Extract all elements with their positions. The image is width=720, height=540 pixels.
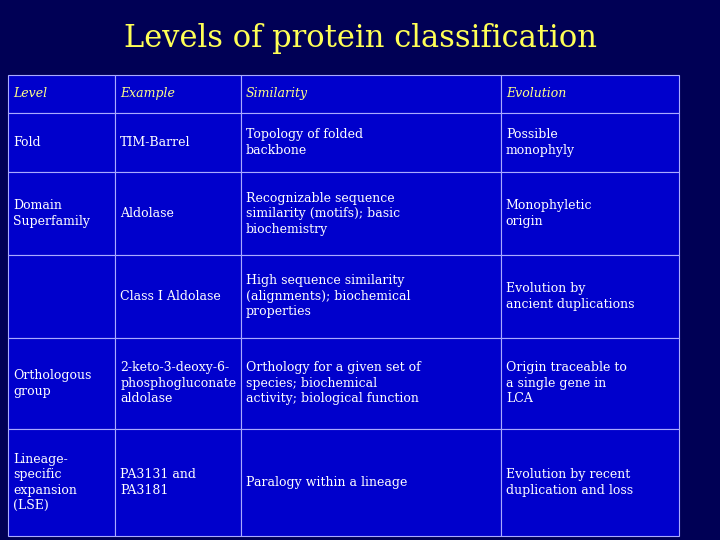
Text: Paralogy within a lineage: Paralogy within a lineage [246,476,408,489]
Bar [8,429,115,536]
Text: TIM-Barrel: TIM-Barrel [120,136,191,149]
Bar [115,429,241,536]
Text: Evolution by
ancient duplications: Evolution by ancient duplications [505,282,634,310]
Bar [115,75,241,113]
Text: Possible
monophyly: Possible monophyly [505,129,575,157]
Bar [115,338,241,429]
Bar [115,255,241,338]
Text: Fold: Fold [13,136,40,149]
Bar [8,113,115,172]
Bar [241,172,501,255]
Bar [501,75,679,113]
Text: Evolution: Evolution [505,87,566,100]
Bar [8,338,115,429]
Text: Evolution by recent
duplication and loss: Evolution by recent duplication and loss [505,468,633,497]
Bar [241,338,501,429]
Text: PA3131 and
PA3181: PA3131 and PA3181 [120,468,197,497]
Text: Orthologous
group: Orthologous group [13,369,91,397]
Text: Lineage-
specific
expansion
(LSE): Lineage- specific expansion (LSE) [13,453,77,512]
Text: Topology of folded
backbone: Topology of folded backbone [246,129,363,157]
Bar [115,172,241,255]
Bar [115,113,241,172]
Text: Aldolase: Aldolase [120,207,174,220]
Text: Levels of protein classification: Levels of protein classification [124,23,596,53]
Bar [501,172,679,255]
Text: Monophyletic
origin: Monophyletic origin [505,199,593,228]
Text: Orthology for a given set of
species; biochemical
activity; biological function: Orthology for a given set of species; bi… [246,361,420,406]
Text: 2-keto-3-deoxy-6-
phosphogluconate
aldolase: 2-keto-3-deoxy-6- phosphogluconate aldol… [120,361,236,406]
Bar [501,255,679,338]
Bar [8,255,115,338]
Text: Example: Example [120,87,175,100]
Text: Recognizable sequence
similarity (motifs); basic
biochemistry: Recognizable sequence similarity (motifs… [246,192,400,235]
Text: Class I Aldolase: Class I Aldolase [120,290,221,303]
Bar [501,113,679,172]
Text: Level: Level [13,87,47,100]
Bar [8,75,115,113]
Bar [241,75,501,113]
Bar [501,338,679,429]
Bar [241,429,501,536]
Text: Similarity: Similarity [246,87,308,100]
Text: Origin traceable to
a single gene in
LCA: Origin traceable to a single gene in LCA [505,361,626,406]
Bar [241,113,501,172]
Bar [501,429,679,536]
Text: Domain
Superfamily: Domain Superfamily [13,199,90,228]
Text: High sequence similarity
(alignments); biochemical
properties: High sequence similarity (alignments); b… [246,274,410,319]
Bar [241,255,501,338]
Bar [8,172,115,255]
